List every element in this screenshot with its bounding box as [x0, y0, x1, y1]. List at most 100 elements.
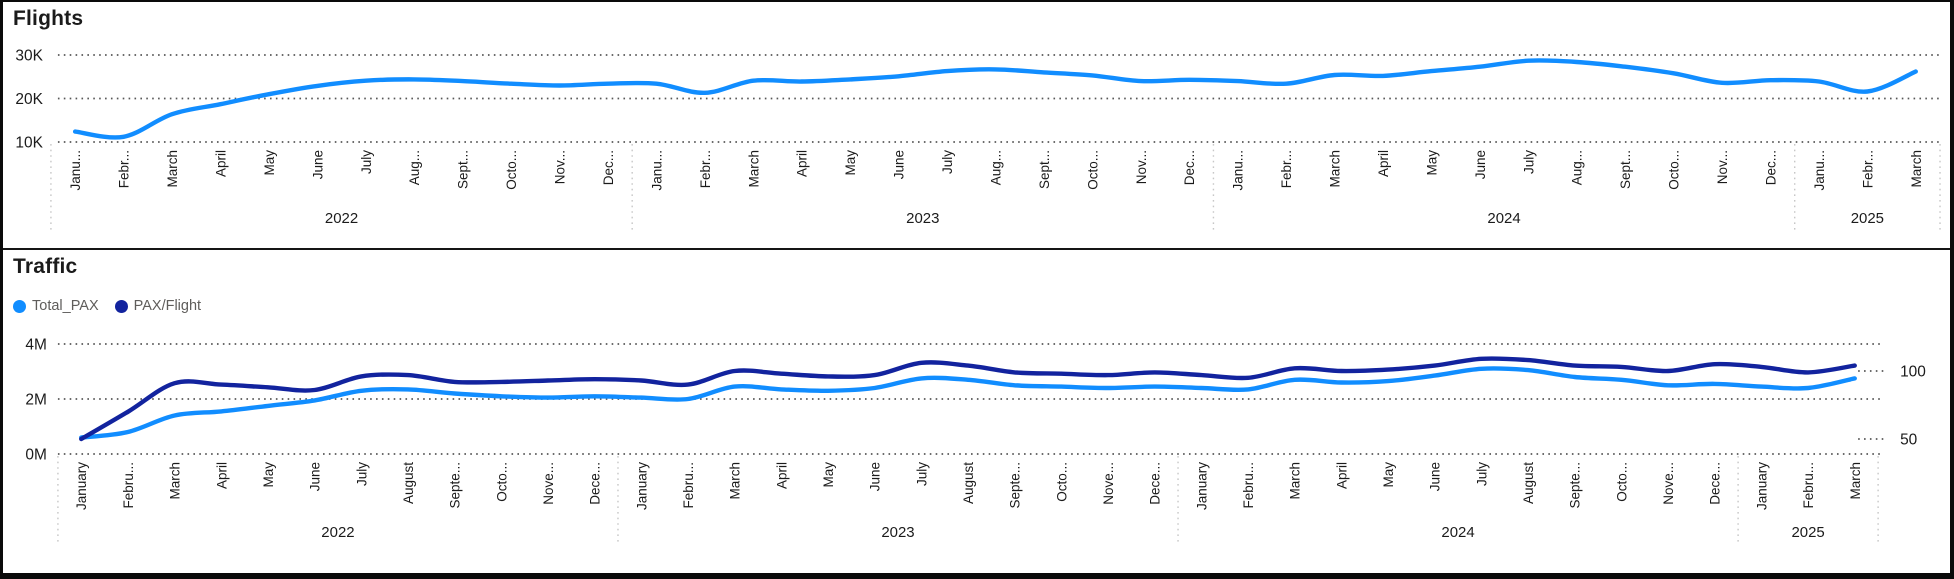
month-label: May: [262, 150, 277, 176]
month-label: July: [940, 150, 955, 174]
month-label: Janu...: [649, 150, 664, 190]
month-label: Sept...: [456, 150, 471, 189]
secondary-y-axis-tick-label: 50: [1900, 431, 1917, 448]
legend-label: Total_PAX: [32, 298, 99, 314]
month-label: June: [308, 462, 323, 491]
legend-item-total-pax[interactable]: Total_PAX: [13, 298, 99, 314]
traffic-panel-title: Traffic: [13, 255, 78, 278]
month-label: Febru...: [121, 462, 136, 508]
month-label: April: [213, 150, 228, 177]
month-label: Febru...: [1241, 462, 1256, 508]
month-label: Nov...: [1715, 150, 1730, 184]
panel-divider: [3, 248, 1950, 250]
legend-label: PAX/Flight: [133, 298, 202, 314]
month-label: March: [1909, 150, 1924, 187]
month-label: March: [168, 462, 183, 499]
month-label: Octo...: [1614, 462, 1629, 502]
year-label: 2022: [321, 524, 354, 541]
month-label: July: [359, 150, 374, 174]
secondary-y-axis-tick-label: 100: [1900, 363, 1926, 380]
month-label: June: [1473, 150, 1488, 179]
month-label: May: [843, 150, 858, 176]
month-label: Dec...: [1763, 150, 1778, 185]
pax-flight-line[interactable]: [79, 356, 1857, 442]
month-label: August: [961, 462, 976, 504]
y-axis-tick-label: 20K: [15, 91, 43, 108]
month-label: July: [1521, 150, 1536, 174]
year-label: 2025: [1791, 524, 1824, 541]
month-label: July: [1474, 462, 1489, 486]
month-label: May: [1424, 150, 1439, 176]
month-label: March: [1288, 462, 1303, 499]
month-label: January: [74, 462, 89, 510]
month-label: Dece...: [1148, 462, 1163, 505]
y-axis-tick-label: 30K: [15, 47, 43, 64]
month-label: April: [1376, 150, 1391, 177]
flights-line-chart[interactable]: 30K 20K 10K Janu... Febr... March April May June…: [3, 34, 1950, 248]
y-axis-tick-label: 10K: [15, 134, 43, 151]
month-label: May: [821, 462, 836, 488]
month-label: April: [774, 462, 789, 489]
month-label: January: [1194, 462, 1209, 510]
month-label: Octo...: [494, 462, 509, 502]
month-label: July: [354, 462, 369, 486]
year-label: 2025: [1851, 210, 1884, 227]
month-label: April: [1334, 462, 1349, 489]
flights-chart-panel: Flights 30K 20K 10K Janu... Febr... March Apri…: [3, 2, 1950, 248]
year-label: 2023: [881, 524, 914, 541]
month-label: June: [892, 150, 907, 179]
month-label: Septe...: [1008, 462, 1023, 508]
month-label: Febru...: [681, 462, 696, 508]
month-label: Dece...: [1708, 462, 1723, 505]
month-label: March: [1848, 462, 1863, 499]
month-label: Febru...: [1801, 462, 1816, 508]
month-label: Nove...: [1101, 462, 1116, 505]
month-label: Octo...: [504, 150, 519, 190]
month-label: Nov...: [553, 150, 568, 184]
month-label: Octo...: [1085, 150, 1100, 190]
flights-line[interactable]: [72, 58, 1918, 140]
month-label: Sept...: [1037, 150, 1052, 189]
month-label: March: [165, 150, 180, 187]
total-pax-line[interactable]: [79, 366, 1857, 440]
traffic-chart-panel: Traffic Total_PAX PAX/Flight 4M 2M 0M 100 50…: [3, 250, 1950, 573]
month-label: Dec...: [601, 150, 616, 185]
month-label: August: [401, 462, 416, 504]
month-label: July: [914, 462, 929, 486]
total-pax-legend-dot-icon: [13, 299, 26, 313]
month-label: March: [1328, 150, 1343, 187]
month-label: Sept...: [1618, 150, 1633, 189]
traffic-legend: Total_PAX PAX/Flight: [13, 296, 1950, 316]
month-label: June: [1428, 462, 1443, 491]
year-label: 2022: [325, 210, 358, 227]
month-label: August: [1521, 462, 1536, 504]
month-label: Septe...: [448, 462, 463, 508]
month-label: Janu...: [68, 150, 83, 190]
month-label: Janu...: [1231, 150, 1246, 190]
legend-item-pax-per-flight[interactable]: PAX/Flight: [114, 298, 202, 314]
month-label: January: [1754, 462, 1769, 510]
year-label: 2023: [906, 210, 939, 227]
y-axis-tick-label: 2M: [25, 391, 46, 408]
month-label: June: [868, 462, 883, 491]
month-label: Octo...: [1054, 462, 1069, 502]
month-label: Aug...: [1570, 150, 1585, 185]
month-label: May: [1381, 462, 1396, 488]
month-label: Febr...: [1279, 150, 1294, 188]
month-label: Febr...: [698, 150, 713, 188]
month-label: March: [746, 150, 761, 187]
traffic-line-chart[interactable]: 4M 2M 0M 100 50 January Febru... March April May J…: [3, 326, 1950, 556]
month-label: Septe...: [1568, 462, 1583, 508]
month-label: Febr...: [1860, 150, 1875, 188]
month-label: March: [728, 462, 743, 499]
month-label: Dece...: [588, 462, 603, 505]
y-axis-tick-label: 0M: [25, 446, 46, 463]
year-label: 2024: [1441, 524, 1474, 541]
flights-panel-title: Flights: [13, 7, 84, 30]
month-label: April: [795, 150, 810, 177]
month-label: Nove...: [1661, 462, 1676, 505]
month-label: Dec...: [1182, 150, 1197, 185]
y-axis-tick-label: 4M: [25, 336, 46, 353]
month-label: June: [310, 150, 325, 179]
month-label: Nov...: [1134, 150, 1149, 184]
